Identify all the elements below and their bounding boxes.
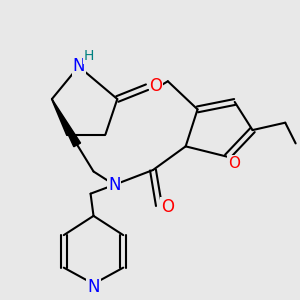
Text: N: N xyxy=(108,176,121,194)
Polygon shape xyxy=(52,99,81,147)
Text: O: O xyxy=(149,77,162,95)
Text: O: O xyxy=(161,198,174,216)
Text: N: N xyxy=(72,58,85,76)
Text: O: O xyxy=(228,156,240,171)
Text: H: H xyxy=(84,49,94,63)
Text: N: N xyxy=(87,278,100,296)
